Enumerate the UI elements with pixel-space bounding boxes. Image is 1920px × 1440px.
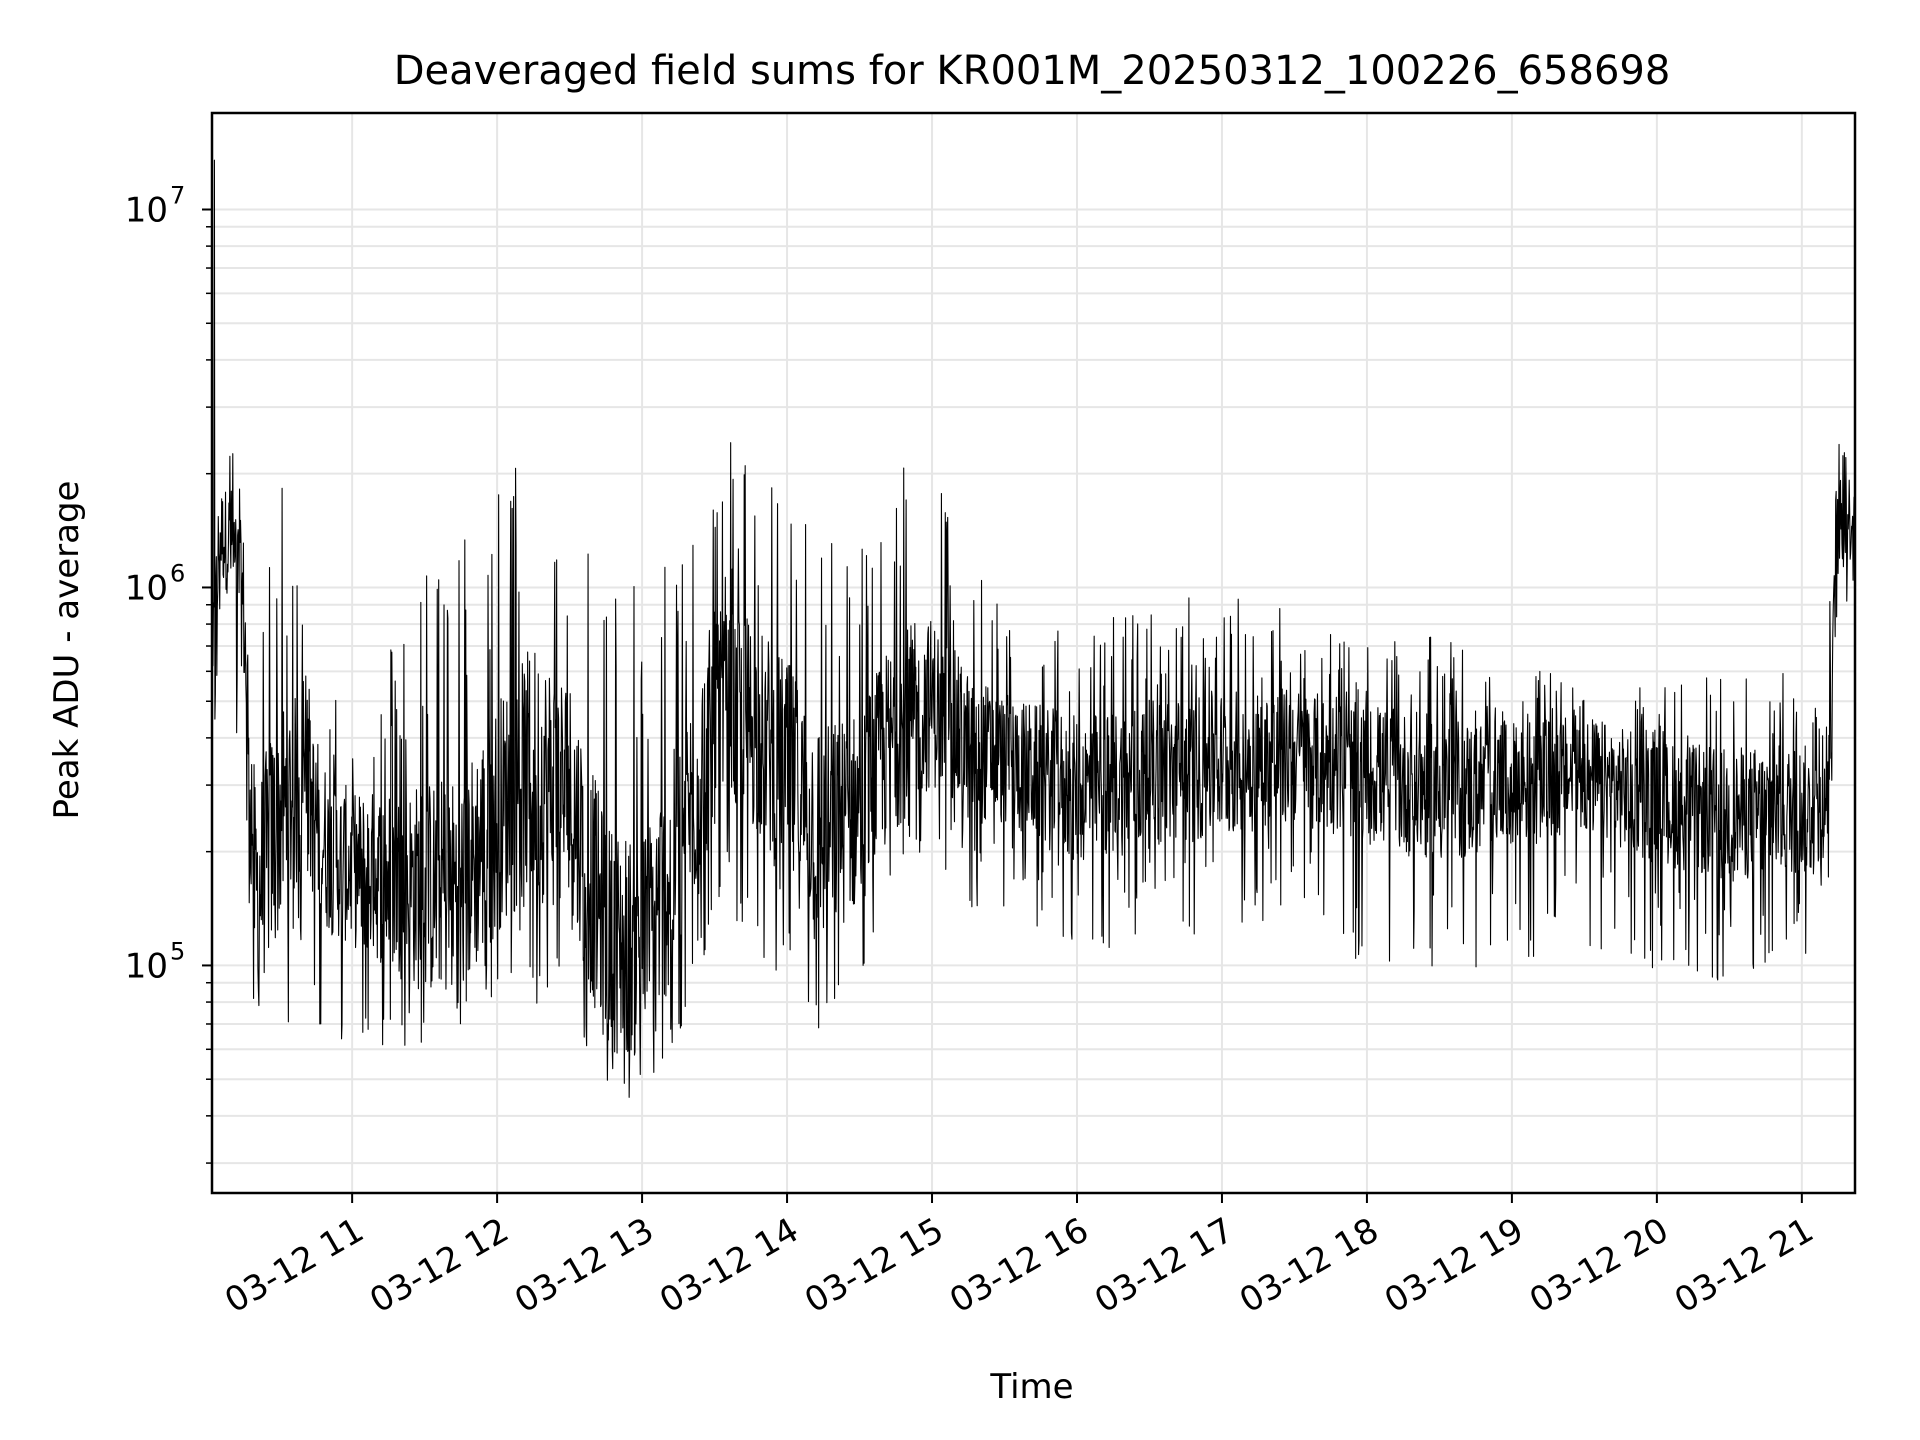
y-tick-label: 10 [125, 568, 168, 608]
y-tick-exponent: 6 [170, 559, 185, 587]
x-axis-label: Time [989, 1367, 1073, 1407]
series-line [211, 159, 1856, 1098]
y-tick-label: 10 [125, 190, 168, 230]
y-tick-exponent: 5 [170, 937, 185, 965]
grid-lines [212, 113, 1855, 1193]
y-axis-label: Peak ADU - average [47, 481, 87, 820]
y-tick-exponent: 7 [170, 181, 185, 209]
y-tick-label: 10 [125, 946, 168, 986]
series-layer [211, 159, 1856, 1098]
chart-title: Deaveraged field sums for KR001M_2025031… [394, 48, 1671, 94]
plot-frame [210, 111, 1857, 1195]
